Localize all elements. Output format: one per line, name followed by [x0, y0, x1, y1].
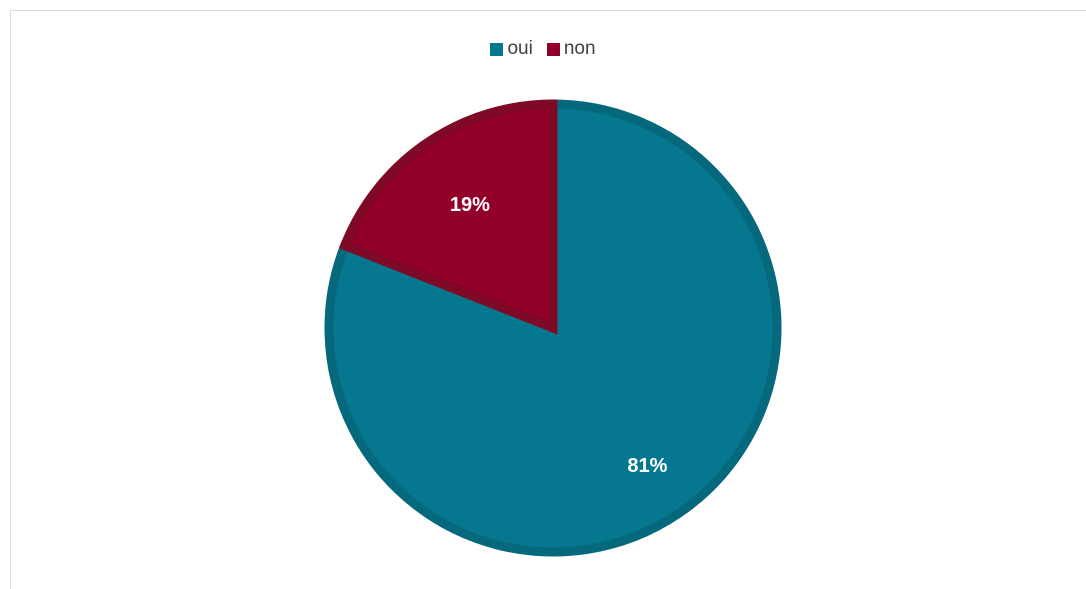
legend-label-non: non	[563, 38, 596, 59]
legend-item-non: non	[546, 38, 596, 60]
data-label-oui: 81%	[627, 455, 667, 477]
legend-swatch-non	[546, 42, 560, 56]
data-label-non: 19%	[450, 194, 490, 216]
legend-swatch-oui	[490, 42, 504, 56]
legend-label-oui: oui	[507, 38, 533, 59]
legend-item-oui: oui	[490, 38, 533, 60]
pie-slice-non	[338, 99, 558, 335]
legend: oui non	[0, 38, 1086, 60]
